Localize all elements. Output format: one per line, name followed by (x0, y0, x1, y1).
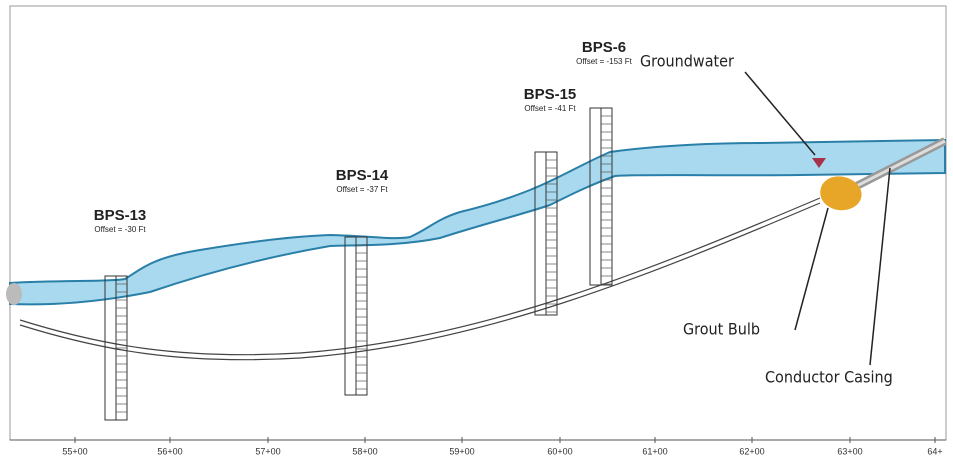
boring-offset: Offset = -41 Ft (524, 104, 576, 113)
groundwater-zone (9, 138, 946, 306)
grout-bulb (820, 176, 862, 211)
annotation: Grout Bulb (683, 320, 760, 339)
boring-name: BPS-15 (524, 86, 577, 103)
leader-arrow (794, 207, 829, 331)
station-label: 63+00 (837, 446, 862, 456)
boring-offset: Offset = -37 Ft (336, 185, 388, 194)
station-label: 59+00 (449, 446, 474, 456)
annotation: Conductor Casing (765, 368, 893, 387)
station-label: 55+00 (62, 446, 87, 456)
boring-name: BPS-14 (336, 167, 389, 184)
leader-arrow (869, 167, 891, 366)
station-label: 62+00 (739, 446, 764, 456)
boring-offset: Offset = -153 Ft (576, 57, 632, 66)
station-label: 60+00 (547, 446, 572, 456)
boring-name: BPS-13 (94, 207, 147, 224)
boring-offset: Offset = -30 Ft (94, 225, 146, 234)
groundwater-marker (812, 158, 826, 168)
station-label: 64+ (927, 446, 942, 456)
station-label: 56+00 (157, 446, 182, 456)
boring-name: BPS-6 (582, 39, 626, 56)
leader-arrow (744, 71, 816, 156)
entry-cap (6, 283, 22, 305)
annotation: Groundwater (640, 52, 734, 71)
station-label: 57+00 (255, 446, 280, 456)
station-label: 61+00 (642, 446, 667, 456)
station-label: 58+00 (352, 446, 377, 456)
